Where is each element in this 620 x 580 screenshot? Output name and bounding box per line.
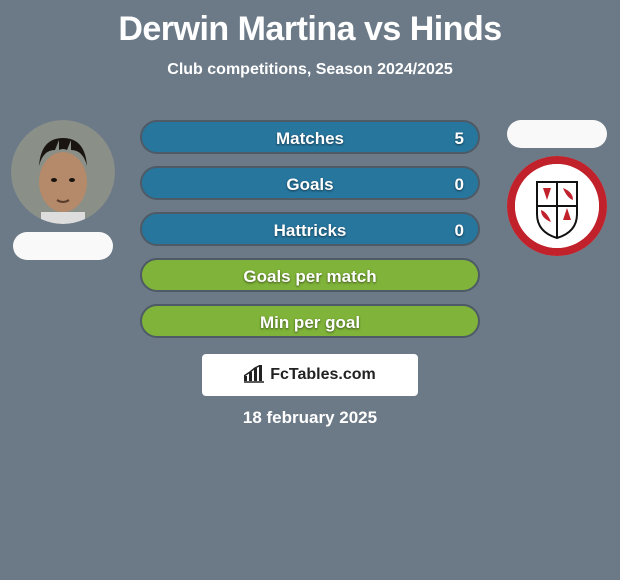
stat-label: Hattricks bbox=[274, 221, 347, 240]
page-title: Derwin Martina vs Hinds bbox=[0, 0, 620, 49]
stat-label: Goals bbox=[286, 175, 333, 194]
infographic-container: Derwin Martina vs Hinds Club competition… bbox=[0, 0, 620, 580]
subtitle: Club competitions, Season 2024/2025 bbox=[0, 61, 620, 79]
stat-row-goals: Goals 0 bbox=[140, 166, 480, 200]
club-pill-left bbox=[13, 232, 113, 260]
stat-value-right: 0 bbox=[455, 214, 464, 248]
stat-row-matches: Matches 5 bbox=[140, 120, 480, 154]
club-pill-right bbox=[507, 120, 607, 148]
stat-row-min-per-goal: Min per goal bbox=[140, 304, 480, 338]
stat-value-right: 5 bbox=[455, 122, 464, 156]
bar-chart-icon bbox=[244, 367, 266, 383]
shield-crest-icon bbox=[507, 156, 607, 256]
stats-area: Matches 5 Goals 0 Hattricks 0 Goals per … bbox=[140, 120, 480, 350]
club-crest-right bbox=[507, 156, 607, 256]
watermark: FcTables.com bbox=[202, 354, 418, 396]
stat-label: Min per goal bbox=[260, 313, 360, 332]
stat-value-right: 0 bbox=[455, 168, 464, 202]
watermark-text: FcTables.com bbox=[270, 354, 376, 396]
player-left-column bbox=[8, 120, 118, 260]
stat-row-hattricks: Hattricks 0 bbox=[140, 212, 480, 246]
player-photo-left bbox=[11, 120, 115, 224]
stat-label: Goals per match bbox=[243, 267, 376, 286]
stat-row-goals-per-match: Goals per match bbox=[140, 258, 480, 292]
player-right-column bbox=[502, 120, 612, 256]
date: 18 february 2025 bbox=[0, 408, 620, 428]
stat-label: Matches bbox=[276, 129, 344, 148]
player-face-icon bbox=[11, 120, 115, 224]
